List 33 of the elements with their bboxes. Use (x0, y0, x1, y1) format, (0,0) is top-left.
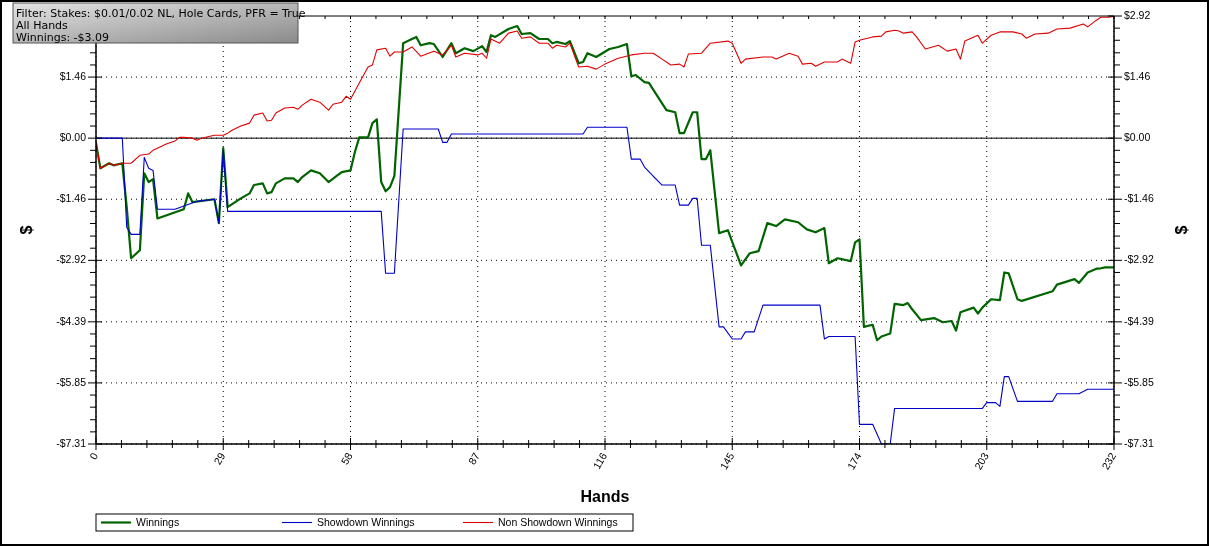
y2-tick-label: -$4.39 (1124, 314, 1154, 327)
legend-label: Winnings (136, 515, 180, 528)
y-tick-label: -$4.39 (56, 314, 87, 327)
annotation: Winnings: -$3.09 (16, 31, 110, 44)
y-tick-label: $0.00 (59, 130, 87, 143)
y2-tick-label: $1.46 (1124, 69, 1151, 82)
y2-tick-label: $2.92 (1124, 8, 1151, 21)
y2-tick-label: -$7.31 (1124, 436, 1154, 449)
y2-axis-title: $ (1173, 225, 1191, 235)
x-tick-label: 145 (717, 450, 737, 472)
x-axis-title: Hands (580, 488, 630, 505)
x-tick-label: 29 (211, 450, 228, 467)
x-tick-label: 116 (590, 450, 610, 471)
y2-tick-label: -$5.85 (1124, 375, 1154, 388)
x-tick-label: 87 (465, 450, 482, 467)
y-tick-label: $1.46 (59, 69, 87, 82)
legend-label: Showdown Winnings (317, 515, 415, 528)
x-tick-label: 0 (86, 450, 101, 462)
y2-tick-label: -$2.92 (1124, 253, 1154, 266)
text: All Hands (16, 19, 69, 32)
x-tick-label: 174 (844, 450, 864, 472)
y-tick-label: -$7.31 (56, 436, 87, 449)
y-tick-label: -$5.85 (56, 375, 87, 388)
y-tick-label: -$1.46 (56, 192, 87, 205)
x-tick-label: 203 (971, 450, 991, 472)
y2-tick-label: $0.00 (1124, 130, 1151, 143)
x-tick-label: 58 (338, 450, 355, 467)
legend-label: Non Showdown Winnings (498, 515, 618, 528)
x-tick-label: 232 (1098, 450, 1119, 472)
annotation: Filter: Stakes: $0.01/0.02 NL, Hole Cards, PFR = True (16, 7, 306, 20)
y-tick-label: -$2.92 (56, 253, 87, 266)
y-axis-title: $ (18, 225, 36, 235)
y2-tick-label: -$1.46 (1124, 192, 1154, 205)
